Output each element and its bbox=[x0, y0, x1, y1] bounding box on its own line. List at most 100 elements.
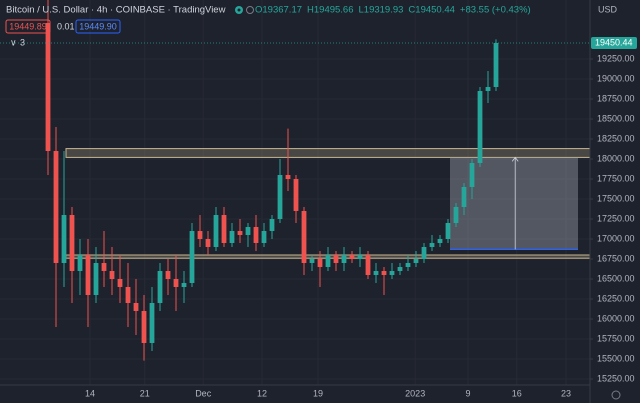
price-zone bbox=[65, 148, 591, 158]
last-price-label: 19450.44 bbox=[595, 37, 633, 47]
x-tick-label: 23 bbox=[561, 388, 571, 398]
candle-body bbox=[309, 259, 315, 263]
y-tick-label: 15500.00 bbox=[597, 353, 635, 363]
x-tick-label: 19 bbox=[313, 388, 323, 398]
y-tick-label: 17500.00 bbox=[597, 193, 635, 203]
ohlc-value: C19450.44 bbox=[408, 5, 454, 16]
candle-body bbox=[405, 263, 411, 267]
y-tick-label: 16000.00 bbox=[597, 313, 635, 323]
y-tick-label: 19000.00 bbox=[597, 73, 635, 83]
candle-body bbox=[485, 87, 491, 91]
candle-body bbox=[349, 255, 355, 259]
candle-body bbox=[293, 179, 299, 211]
candle-body bbox=[117, 279, 123, 287]
candle-body bbox=[277, 175, 283, 219]
candle-body bbox=[101, 263, 107, 271]
sell-button[interactable] bbox=[5, 19, 51, 34]
measure-arrowhead bbox=[511, 156, 519, 162]
candle-body bbox=[341, 255, 347, 263]
candle-body bbox=[93, 263, 99, 295]
candle-body bbox=[381, 271, 387, 275]
axis-settings-icon[interactable] bbox=[611, 390, 621, 400]
measure-box bbox=[450, 157, 578, 250]
y-tick-label: 15750.00 bbox=[597, 333, 635, 343]
candle-body bbox=[189, 231, 195, 283]
y-tick-label: 16500.00 bbox=[597, 273, 635, 283]
last-price-tag bbox=[591, 36, 637, 49]
candle-body bbox=[469, 163, 475, 187]
candle-body bbox=[493, 43, 499, 87]
candle-body bbox=[205, 239, 211, 247]
ohlc-value: +83.55 (+0.43%) bbox=[460, 5, 531, 16]
candle-body bbox=[109, 271, 115, 279]
x-tick-label: Dec bbox=[195, 388, 212, 398]
y-tick-label: 19250.00 bbox=[597, 53, 635, 63]
x-tick-label: 14 bbox=[85, 388, 95, 398]
candle-body bbox=[269, 219, 275, 231]
candle-body bbox=[365, 255, 371, 275]
candle-body bbox=[165, 271, 171, 279]
candle-body bbox=[229, 231, 235, 243]
candle-body bbox=[61, 215, 67, 263]
candle-body bbox=[77, 255, 83, 271]
y-tick-label: 18250.00 bbox=[597, 133, 635, 143]
candle-body bbox=[437, 239, 443, 243]
candle-body bbox=[221, 215, 227, 243]
candle-body bbox=[133, 303, 139, 311]
indicator-count[interactable]: 3 bbox=[20, 37, 25, 47]
candle-body bbox=[389, 271, 395, 275]
x-tick-label: 2023 bbox=[405, 388, 425, 398]
candle-body bbox=[453, 207, 459, 223]
candle-body bbox=[53, 151, 59, 263]
quantity: 0.01 bbox=[57, 21, 75, 31]
y-tick-label: 17750.00 bbox=[597, 173, 635, 183]
candle-body bbox=[253, 227, 259, 243]
candle-body bbox=[445, 223, 451, 239]
y-tick-label: 15250.00 bbox=[597, 373, 635, 383]
candle-body bbox=[197, 231, 203, 239]
settings-icon[interactable] bbox=[246, 6, 254, 14]
buy-button[interactable] bbox=[75, 19, 121, 34]
candle-body bbox=[397, 267, 403, 271]
candle-body bbox=[429, 243, 435, 247]
candle-body bbox=[261, 231, 267, 243]
y-tick-label: 18750.00 bbox=[597, 93, 635, 103]
candle-body bbox=[317, 259, 323, 267]
y-tick-label: 18000.00 bbox=[597, 153, 635, 163]
candle-body bbox=[477, 91, 483, 163]
x-tick-label: 9 bbox=[465, 388, 470, 398]
x-tick-label: 21 bbox=[140, 388, 150, 398]
candle-body bbox=[237, 231, 243, 235]
candle-body bbox=[141, 311, 147, 343]
candle-body bbox=[173, 279, 179, 287]
candle-body bbox=[301, 211, 307, 263]
candle-body bbox=[85, 255, 91, 295]
candle-body bbox=[245, 227, 251, 235]
y-tick-label: 17250.00 bbox=[597, 213, 635, 223]
candle-body bbox=[357, 255, 363, 259]
candle-body bbox=[213, 215, 219, 247]
y-tick-label: 16750.00 bbox=[597, 253, 635, 263]
candle-body bbox=[285, 175, 291, 179]
candle-body bbox=[413, 259, 419, 263]
y-tick-label: 18500.00 bbox=[597, 113, 635, 123]
candle-body bbox=[373, 271, 379, 275]
candle-body bbox=[45, 23, 51, 151]
collapse-toggle[interactable]: ∨ bbox=[10, 37, 17, 47]
candle-body bbox=[69, 215, 75, 271]
currency[interactable]: USD bbox=[598, 4, 618, 14]
candle-body bbox=[181, 283, 187, 287]
y-tick-label: 16250.00 bbox=[597, 293, 635, 303]
candle-body bbox=[325, 255, 331, 267]
chart-title: Bitcoin / U.S. Dollar · 4h · COINBASE · … bbox=[6, 5, 226, 16]
candle-body bbox=[157, 271, 163, 303]
x-tick-label: 12 bbox=[257, 388, 267, 398]
sell-price: 19449.89 bbox=[9, 21, 47, 31]
candle-body bbox=[125, 287, 131, 303]
plot-area bbox=[45, 0, 591, 361]
candle-body bbox=[149, 303, 155, 343]
visibility-icon[interactable] bbox=[235, 6, 243, 14]
buy-price: 19449.90 bbox=[79, 21, 117, 31]
